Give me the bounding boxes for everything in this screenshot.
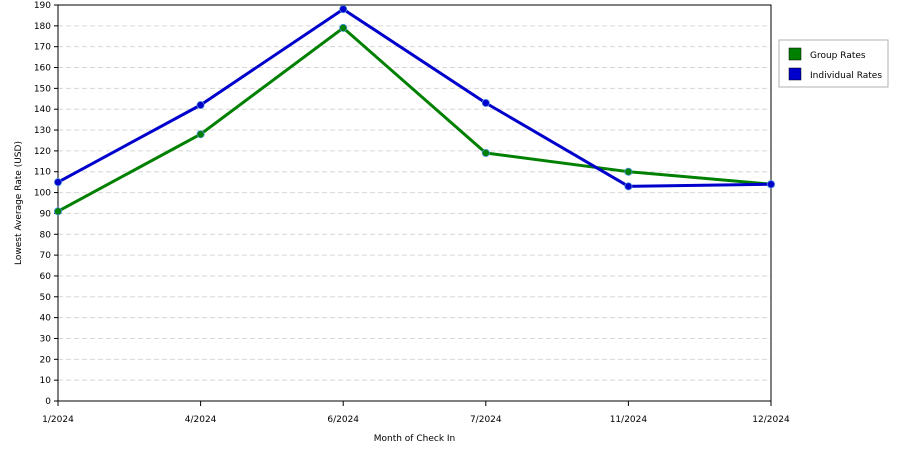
- y-tick-label: 20: [40, 355, 52, 365]
- y-tick-label: 110: [34, 168, 51, 178]
- data-point: [339, 5, 348, 14]
- legend-label-individual-rates: Individual Rates: [810, 71, 882, 81]
- axes: [57, 4, 772, 402]
- y-tick-label: 50: [40, 293, 52, 303]
- legend-label-group-rates: Group Rates: [810, 51, 866, 61]
- y-tick-label: 140: [34, 105, 51, 115]
- y-tick-label: 150: [34, 84, 51, 94]
- y-tick-label: 60: [40, 272, 52, 282]
- data-point: [624, 167, 633, 176]
- x-tick-label: 4/2024: [185, 415, 217, 425]
- y-tick-label: 100: [34, 189, 51, 199]
- legend-swatch-individual-rates: [788, 67, 802, 81]
- y-tick-label: 160: [34, 64, 51, 74]
- data-point: [54, 207, 63, 216]
- data-point: [54, 178, 63, 187]
- data-point: [767, 180, 776, 189]
- legend: Group Rates Individual Rates: [778, 39, 889, 88]
- y-tick-label: 30: [40, 334, 52, 344]
- data-point: [481, 98, 490, 107]
- data-point: [339, 23, 348, 32]
- x-tick-label: 11/2024: [610, 415, 648, 425]
- y-axis-title: Lowest Average Rate (USD): [14, 141, 24, 265]
- series-lines: [54, 5, 776, 216]
- y-tick-label: 180: [34, 22, 51, 32]
- y-tick-label: 40: [40, 314, 52, 324]
- y-tick-label: 120: [34, 147, 51, 157]
- data-point: [196, 130, 205, 139]
- y-tick-label: 170: [34, 43, 51, 53]
- x-tick-label: 1/2024: [42, 415, 74, 425]
- x-tick-label: 7/2024: [470, 415, 502, 425]
- x-axis-ticks: 1/2024 4/2024 6/2024 7/2024 11/2024 12/2024: [42, 401, 790, 425]
- y-tick-label: 130: [34, 126, 51, 136]
- grid-lines: [58, 25, 771, 381]
- series-group-rates: [54, 23, 776, 216]
- y-axis-ticks: 0 10 20 30 40 50 60 70 80 90 100 110 120 130 140 150 160…: [34, 1, 58, 407]
- y-tick-label: 190: [34, 1, 51, 11]
- x-tick-label: 12/2024: [752, 415, 790, 425]
- x-tick-label: 6/2024: [327, 415, 359, 425]
- y-tick-label: 80: [40, 230, 52, 240]
- y-tick-label: 90: [40, 209, 52, 219]
- data-point: [481, 148, 490, 157]
- x-axis-title: Month of Check In: [374, 434, 456, 444]
- y-tick-label: 0: [45, 397, 51, 407]
- series-individual-rates: [54, 5, 776, 191]
- legend-swatch-group-rates: [788, 47, 802, 61]
- series-line: [56, 7, 773, 188]
- y-tick-label: 10: [40, 376, 52, 386]
- plot-frame: [57, 4, 772, 402]
- data-point: [196, 101, 205, 110]
- y-tick-label: 70: [40, 251, 52, 261]
- series-line: [56, 26, 773, 213]
- data-point: [624, 182, 633, 191]
